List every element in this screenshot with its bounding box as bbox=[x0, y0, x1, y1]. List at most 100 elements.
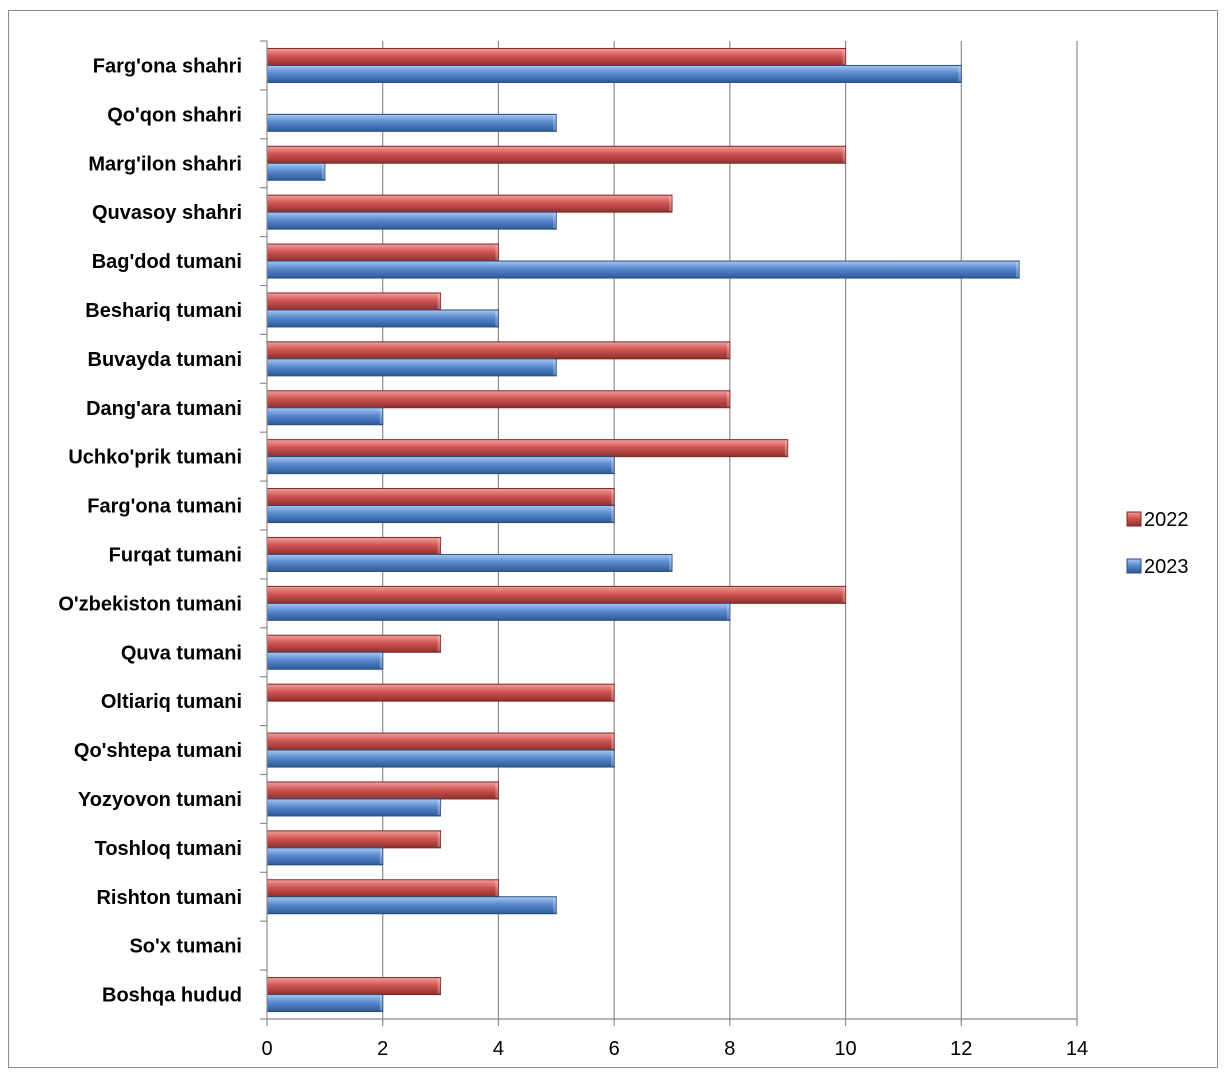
bar-2022 bbox=[266, 47, 847, 66]
bar-end-bevel bbox=[1016, 262, 1020, 278]
bar-2023 bbox=[266, 309, 499, 328]
grid-lines bbox=[382, 41, 1078, 1019]
bar-2023 bbox=[266, 358, 557, 377]
x-tick-label: 12 bbox=[950, 1038, 972, 1060]
bar-end-bevel bbox=[784, 440, 788, 456]
bar-end-bevel bbox=[669, 196, 672, 212]
bar-2022 bbox=[266, 194, 673, 213]
legend-swatch-2023 bbox=[1126, 558, 1142, 574]
bar-end-bevel bbox=[437, 636, 441, 652]
bar-end-bevel bbox=[495, 245, 499, 261]
bar-end-bevel bbox=[437, 978, 441, 994]
bar-2022 bbox=[266, 585, 847, 604]
chart-frame bbox=[8, 10, 1218, 1068]
bar-end-bevel bbox=[437, 831, 441, 847]
bar-2022 bbox=[266, 781, 499, 800]
bar-2022 bbox=[266, 732, 615, 751]
legend-label-2023: 2023 bbox=[1144, 556, 1189, 578]
bar-2023 bbox=[266, 651, 384, 670]
bar-2023 bbox=[266, 602, 731, 621]
category-label: Farg'ona tumani bbox=[87, 496, 242, 518]
category-label: Furqat tumani bbox=[109, 544, 242, 566]
bar-end-bevel bbox=[437, 538, 441, 554]
bar-2023 bbox=[266, 505, 615, 524]
bar-2023 bbox=[266, 211, 557, 230]
x-tick-label: 0 bbox=[261, 1038, 272, 1060]
bar-end-bevel bbox=[842, 147, 846, 163]
category-label: So'x tumani bbox=[129, 936, 242, 958]
bar-2022 bbox=[266, 488, 615, 507]
bar-2023 bbox=[266, 260, 1020, 279]
category-label: Toshloq tumani bbox=[95, 838, 242, 860]
category-label: Qo'shtepa tumani bbox=[74, 740, 242, 762]
category-label: Qo'qon shahri bbox=[107, 104, 242, 126]
bar-end-bevel bbox=[553, 115, 557, 131]
bar-2023 bbox=[266, 798, 442, 817]
category-label: Boshqa hudud bbox=[102, 985, 242, 1007]
bar-end-bevel bbox=[611, 751, 615, 767]
category-label: Bag'dod tumani bbox=[92, 251, 242, 273]
legend-label-2022: 2022 bbox=[1144, 509, 1189, 531]
category-label: O'zbekiston tumani bbox=[58, 593, 242, 615]
bar-end-bevel bbox=[611, 685, 615, 701]
bar-end-bevel bbox=[611, 489, 615, 505]
bar-end-bevel bbox=[553, 897, 557, 913]
bar-2022 bbox=[266, 243, 499, 262]
bar-2022 bbox=[266, 879, 499, 898]
bar-end-bevel bbox=[611, 734, 615, 750]
category-label: Beshariq tumani bbox=[85, 300, 242, 322]
category-label: Buvayda tumani bbox=[88, 349, 242, 371]
bar-2023 bbox=[266, 553, 673, 572]
bar-end-bevel bbox=[437, 799, 441, 815]
x-tick-label: 6 bbox=[609, 1038, 620, 1060]
category-label: Uchko'prik tumani bbox=[68, 447, 242, 469]
bar-2022 bbox=[266, 977, 442, 996]
bar-2023 bbox=[266, 162, 326, 181]
bar-2023 bbox=[266, 847, 384, 866]
bar-2022 bbox=[266, 536, 442, 555]
x-tick-label: 8 bbox=[724, 1038, 735, 1060]
bar-end-bevel bbox=[669, 555, 672, 571]
labels: 0 2 4 6 8 10 12 14 Farg'ona shahri Qo'qon shahri M… bbox=[58, 55, 1088, 1060]
category-label: Marg'ilon shahri bbox=[88, 153, 242, 175]
bars bbox=[266, 47, 1020, 1013]
legend: 2022 2023 bbox=[1126, 509, 1189, 578]
bar-2022 bbox=[266, 830, 442, 849]
bar-end-bevel bbox=[726, 604, 730, 620]
bar-end-bevel bbox=[437, 293, 441, 309]
bar-end-bevel bbox=[611, 506, 615, 522]
bar-end-bevel bbox=[553, 359, 557, 375]
axes bbox=[260, 40, 1078, 1026]
bar-end-bevel bbox=[495, 782, 499, 798]
bar-end-bevel bbox=[553, 213, 557, 229]
bar-2022 bbox=[266, 292, 442, 311]
category-label: Dang'ara tumani bbox=[86, 398, 242, 420]
category-label: Farg'ona shahri bbox=[93, 55, 242, 77]
bar-end-bevel bbox=[495, 310, 499, 326]
bar-end-bevel bbox=[842, 49, 846, 65]
bar-end-bevel bbox=[726, 391, 730, 407]
bar-end-bevel bbox=[611, 457, 615, 473]
bar-end-bevel bbox=[379, 653, 383, 669]
bar-end-bevel bbox=[842, 587, 846, 603]
bar-2023 bbox=[266, 407, 384, 426]
bar-end-bevel bbox=[726, 342, 730, 358]
bar-2023 bbox=[266, 896, 557, 915]
bar-2022 bbox=[266, 439, 789, 458]
category-label: Yozyovon tumani bbox=[78, 789, 242, 811]
bar-2022 bbox=[266, 683, 615, 702]
bar-2023 bbox=[266, 994, 384, 1013]
bar-2023 bbox=[266, 749, 615, 768]
category-label: Quvasoy shahri bbox=[92, 202, 242, 224]
bar-2022 bbox=[266, 634, 442, 653]
x-tick-label: 2 bbox=[377, 1038, 388, 1060]
bar-end-bevel bbox=[379, 848, 383, 864]
bar-end-bevel bbox=[495, 880, 499, 896]
x-tick-label: 10 bbox=[834, 1038, 856, 1060]
x-tick-label: 4 bbox=[493, 1038, 504, 1060]
bar-2022 bbox=[266, 145, 847, 164]
bar-end-bevel bbox=[379, 408, 383, 424]
bar-2022 bbox=[266, 390, 731, 409]
bar-end-bevel bbox=[958, 66, 962, 82]
bar-end-bevel bbox=[379, 995, 383, 1011]
